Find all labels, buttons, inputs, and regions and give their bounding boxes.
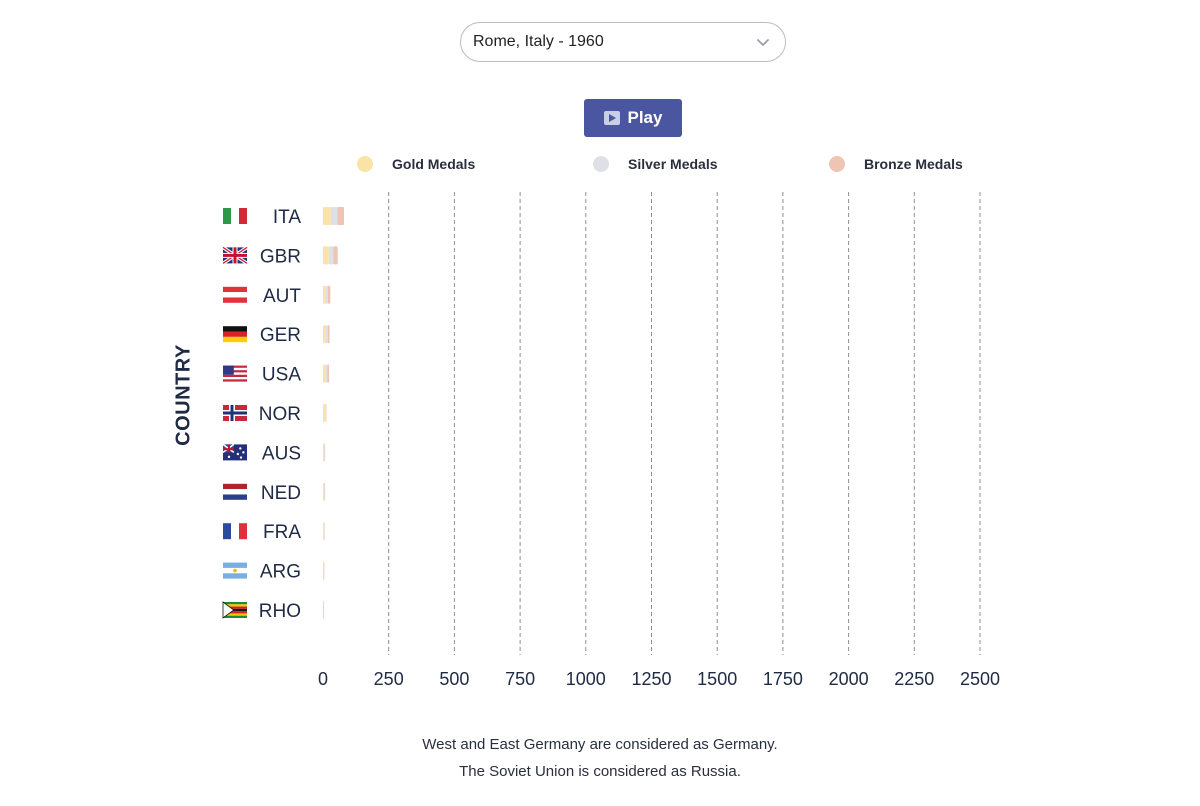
bar-bronze-medals [327, 285, 331, 304]
chevron-down-icon [757, 39, 769, 46]
y-tick-label: ARG [260, 562, 301, 583]
y-tick-label: AUS [262, 443, 301, 464]
bar-bronze-medals [333, 246, 338, 265]
bar-gold-medals [323, 482, 324, 501]
bar-bronze-medals [327, 325, 330, 344]
x-tick-label: 750 [505, 669, 535, 689]
bar-gold-medals [323, 207, 331, 225]
y-tick-label: NOR [259, 404, 301, 425]
flag-netherlands-icon [223, 483, 247, 500]
bar-silver-medals [328, 246, 334, 265]
bar-bronze-medals [327, 364, 330, 383]
y-tick-label: RHO [259, 601, 301, 622]
x-tick-label: 0 [318, 669, 328, 689]
flag-austria-icon [223, 286, 247, 303]
flag-uk-icon [222, 245, 248, 265]
y-tick-label: ITA [273, 207, 301, 228]
bar-bronze-medals [323, 601, 325, 619]
flag-italy-icon [223, 208, 247, 224]
bar-gold-medals [323, 443, 324, 462]
bar-bronze-medals [323, 561, 325, 580]
x-tick-label: 1750 [763, 669, 803, 689]
x-tick-label: 250 [374, 669, 404, 689]
x-tick-label: 1000 [566, 669, 606, 689]
y-tick-label: NED [261, 483, 301, 504]
x-tick-label: 2250 [894, 669, 934, 689]
note-soviet-union: The Soviet Union is considered as Russia… [459, 763, 741, 780]
bar-silver-medals [323, 482, 325, 501]
legend-gold-label: Gold Medals [392, 156, 476, 172]
x-tick-label: 500 [439, 669, 469, 689]
bar-bronze-medals [324, 522, 325, 541]
bar-bronze-medals [337, 207, 345, 225]
legend-bronze-label: Bronze Medals [864, 156, 963, 172]
x-tick-label: 2500 [960, 669, 1000, 689]
flag-argentina-icon [223, 562, 247, 579]
x-tick-label: 1500 [697, 669, 737, 689]
play-icon [603, 111, 620, 125]
bar-gold-medals [323, 325, 326, 344]
bar-silver-medals [323, 443, 325, 462]
y-tick-label: AUT [263, 286, 301, 307]
bar-gold-medals [323, 285, 326, 304]
legend-silver: Silver Medals [593, 156, 718, 172]
bar-bronze-medals [324, 482, 326, 501]
note-germany: West and East Germany are considered as … [422, 736, 778, 753]
games-select[interactable]: Rome, Italy - 1960 [460, 22, 786, 62]
play-button[interactable]: Play [584, 99, 682, 137]
flag-france-icon [223, 523, 247, 540]
bar-gold-medals [323, 364, 326, 383]
bar-gold-medals [323, 404, 326, 422]
bar-gold-medals [323, 522, 324, 541]
bar-gold-medals [323, 246, 329, 265]
y-tick-label: FRA [263, 522, 301, 543]
y-tick-label: USA [262, 365, 301, 386]
games-select-value: Rome, Italy - 1960 [473, 33, 604, 50]
flag-norway-icon [223, 405, 247, 421]
flag-germany-icon [223, 326, 247, 343]
legend-silver-label: Silver Medals [628, 156, 718, 172]
bar-gold-medals [323, 561, 324, 580]
bar-silver-medals [325, 325, 328, 344]
legend-bronze: Bronze Medals [829, 156, 963, 172]
bar-silver-medals [325, 364, 328, 383]
bar-silver-medals [323, 522, 325, 541]
legend-bronze-swatch [829, 156, 845, 172]
legend-gold: Gold Medals [357, 156, 475, 172]
x-tick-label: 1250 [631, 669, 671, 689]
play-button-label: Play [627, 108, 663, 127]
x-tick-label: 2000 [829, 669, 869, 689]
legend-silver-swatch [593, 156, 609, 172]
y-tick-label: GBR [260, 246, 301, 267]
y-tick-label: GER [260, 325, 301, 346]
flag-usa-icon [223, 365, 247, 382]
flag-australia-icon [222, 443, 247, 461]
bar-bronze-medals [325, 404, 327, 422]
legend-gold-swatch [357, 156, 373, 172]
bar-silver-medals [325, 404, 326, 422]
bar-silver-medals [330, 207, 338, 225]
bar-silver-medals [325, 285, 328, 304]
flag-rhodesia-icon [222, 601, 247, 619]
bar-bronze-medals [324, 443, 326, 462]
